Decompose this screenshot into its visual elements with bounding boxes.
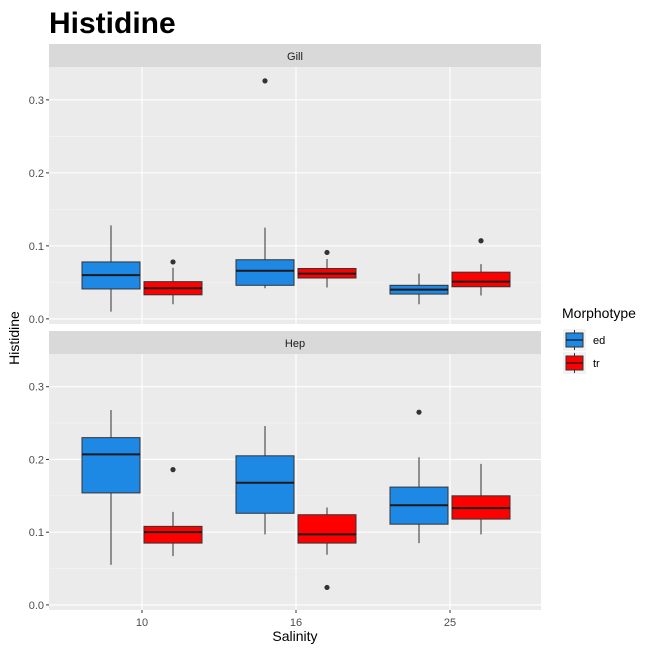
legend-label: tr xyxy=(593,358,600,370)
legend-item-tr: tr xyxy=(563,352,600,374)
x-axis: 10 16 25 xyxy=(136,610,456,629)
x-tick-label: 10 xyxy=(136,617,148,629)
chart-title: Histidine xyxy=(49,7,176,40)
y-tick-label: 0.1 xyxy=(29,241,44,253)
y-tick-label: 0.0 xyxy=(29,600,44,612)
box-10-tr xyxy=(143,259,203,305)
y-axis-title: Histidine xyxy=(6,311,22,365)
box-25-tr xyxy=(451,463,511,535)
outlier-point xyxy=(170,259,176,265)
box-16-ed xyxy=(235,426,295,535)
y-tick-label: 0.2 xyxy=(29,454,44,466)
box-iqr xyxy=(297,514,357,544)
y-tick-label: 0.1 xyxy=(29,527,44,539)
legend-label: ed xyxy=(593,335,605,347)
box-16-ed xyxy=(235,78,295,289)
outlier-point xyxy=(478,238,484,244)
y-tick-label: 0.2 xyxy=(29,168,44,180)
facet-panel-gill: Gill 0.0 0.1 0.2 0.3 xyxy=(29,44,541,326)
facet-strip-label: Gill xyxy=(287,51,303,63)
box-iqr xyxy=(451,271,511,288)
y-tick-label: 0.3 xyxy=(29,382,44,394)
y-tick-label: 0.3 xyxy=(29,95,44,107)
box-25-ed xyxy=(389,273,449,305)
facet-panels: Gill 0.0 0.1 0.2 0.3 Hep 0.0 0.1 0.2 0.3 xyxy=(29,44,541,612)
outlier-point xyxy=(262,78,268,84)
legend-item-ed: ed xyxy=(563,329,605,351)
facet-strip-label: Hep xyxy=(285,338,305,350)
outlier-point xyxy=(416,409,422,415)
box-25-ed xyxy=(389,409,449,544)
facet-strip xyxy=(49,331,541,354)
box-10-ed xyxy=(81,225,141,312)
box-25-tr xyxy=(451,238,511,296)
x-tick-label: 16 xyxy=(290,617,302,629)
box-10-tr xyxy=(143,467,203,557)
outlier-point xyxy=(324,249,330,256)
box-iqr xyxy=(235,455,295,514)
box-16-tr xyxy=(297,507,357,591)
box-10-ed xyxy=(81,410,141,565)
box-iqr xyxy=(143,525,203,544)
legend-title: Morphotype xyxy=(562,305,636,321)
outlier-point xyxy=(170,467,176,473)
box-16-tr xyxy=(297,249,357,288)
x-axis-title: Salinity xyxy=(272,628,317,644)
legend: Morphotype ed tr xyxy=(562,305,636,374)
facet-panel-hep: Hep 0.0 0.1 0.2 0.3 xyxy=(29,331,541,612)
y-tick-label: 0.0 xyxy=(29,314,44,326)
box-iqr xyxy=(81,437,141,494)
facet-strip xyxy=(49,44,541,67)
outlier-point xyxy=(324,584,330,591)
x-tick-label: 25 xyxy=(444,617,456,629)
box-iqr xyxy=(235,259,295,286)
